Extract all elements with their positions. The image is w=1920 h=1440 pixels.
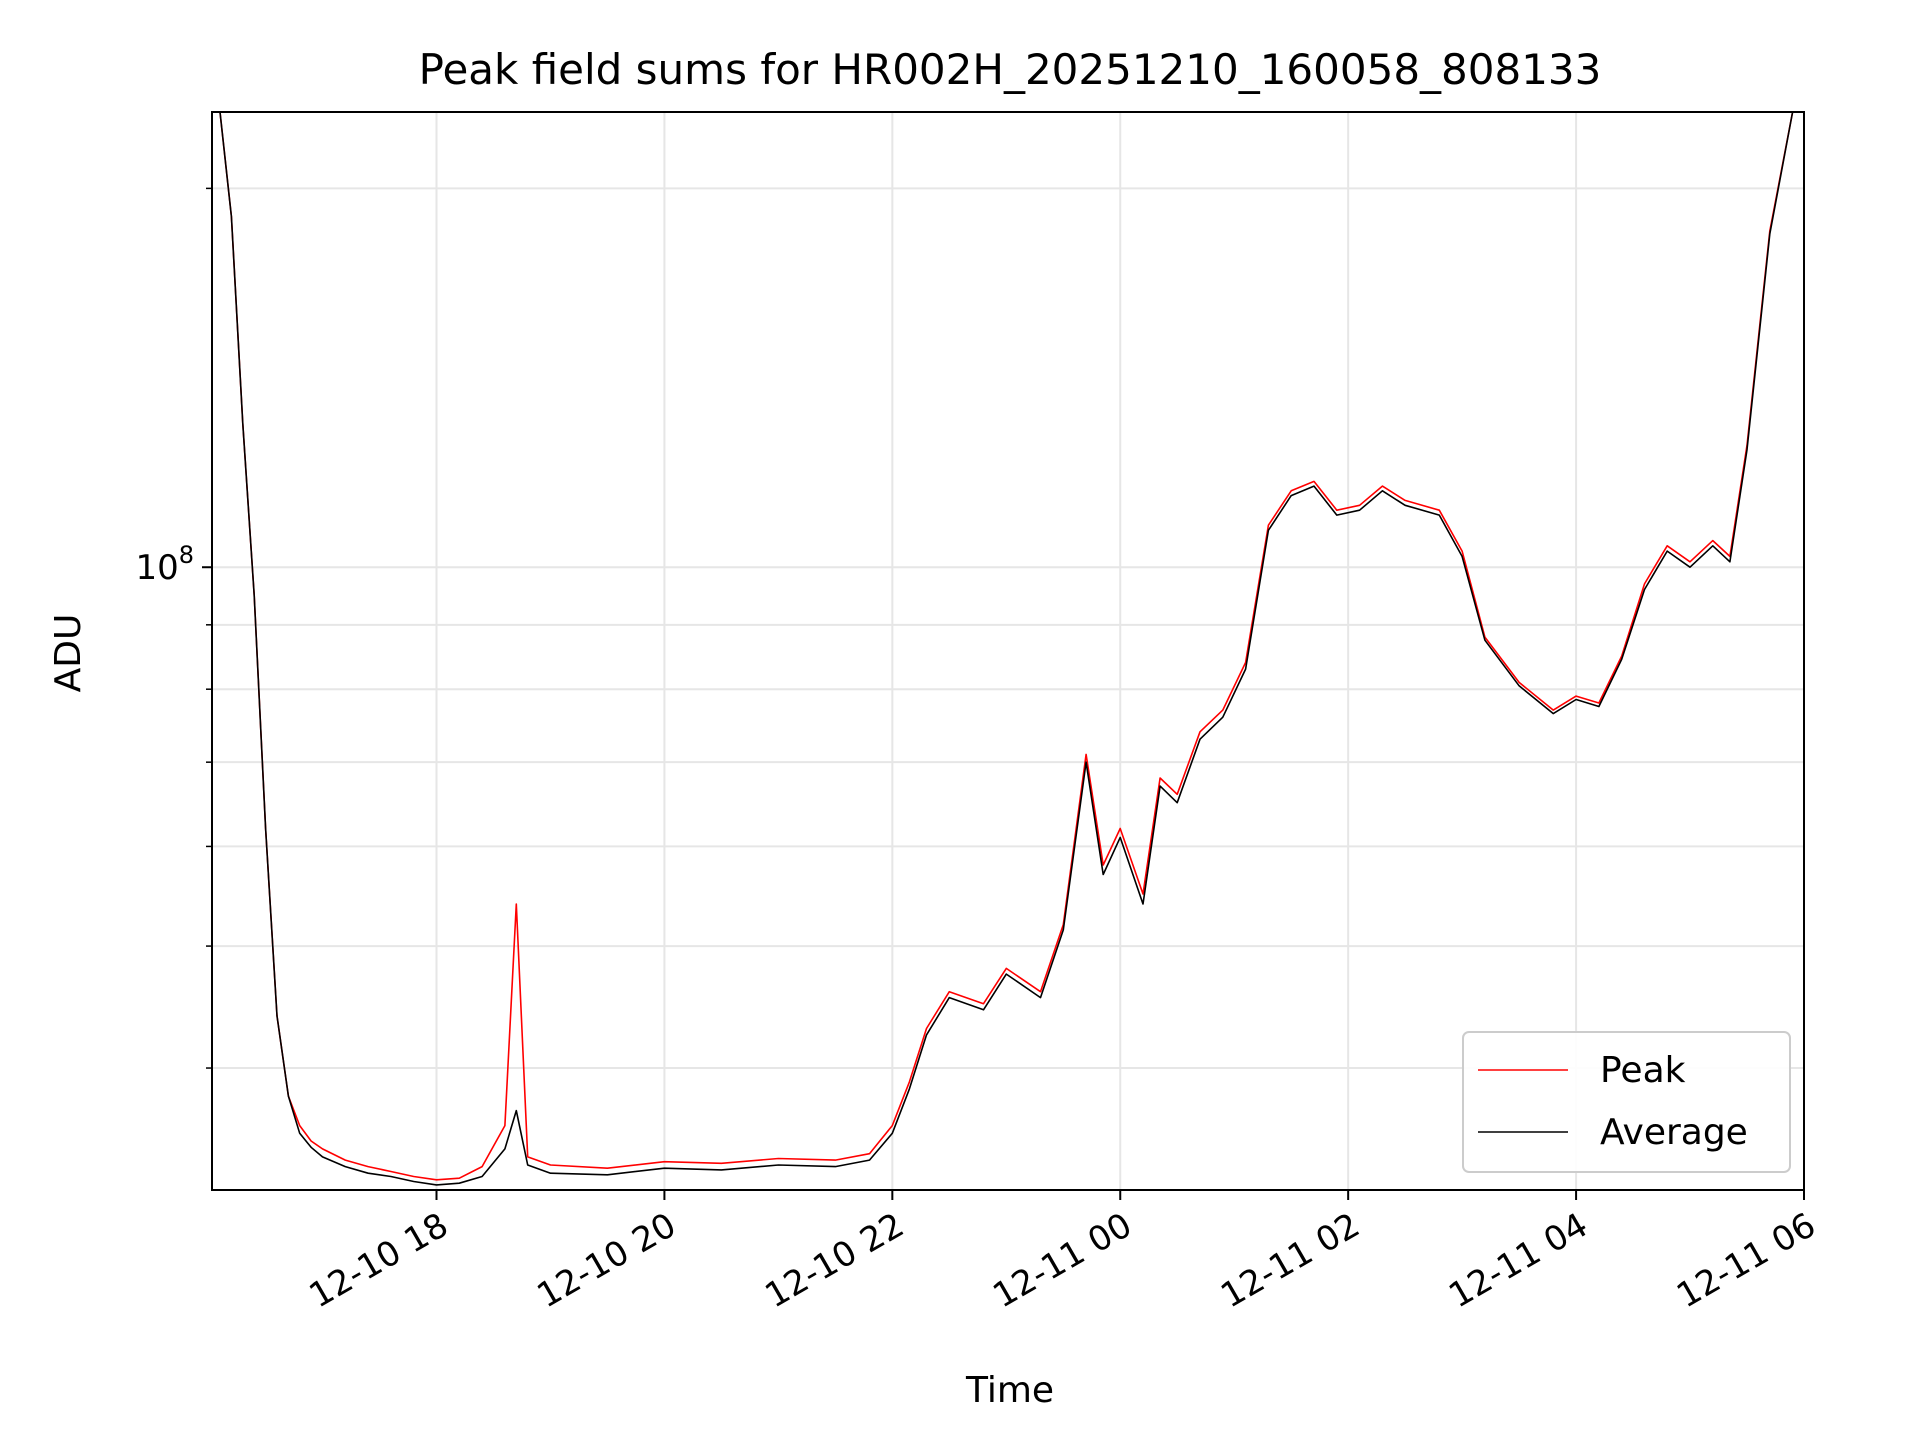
y-axis-ticks: 108	[135, 187, 212, 1069]
legend-box	[1462, 1031, 1791, 1173]
y-tick-label: 108	[135, 541, 194, 588]
legend: Peak Average	[1462, 1031, 1791, 1173]
series-lines	[219, 112, 1794, 1186]
plot-frame	[211, 111, 1805, 1191]
y-axis-label: ADU	[48, 614, 89, 693]
chart-title: Peak field sums for HR002H_20251210_1600…	[419, 45, 1602, 94]
series-line-average	[219, 112, 1794, 1186]
x-axis-label: Time	[965, 1370, 1054, 1411]
legend-label-peak: Peak	[1600, 1050, 1686, 1091]
series-line-peak	[219, 112, 1794, 1181]
legend-label-average: Average	[1600, 1112, 1748, 1153]
grid-lines	[212, 112, 1805, 1190]
